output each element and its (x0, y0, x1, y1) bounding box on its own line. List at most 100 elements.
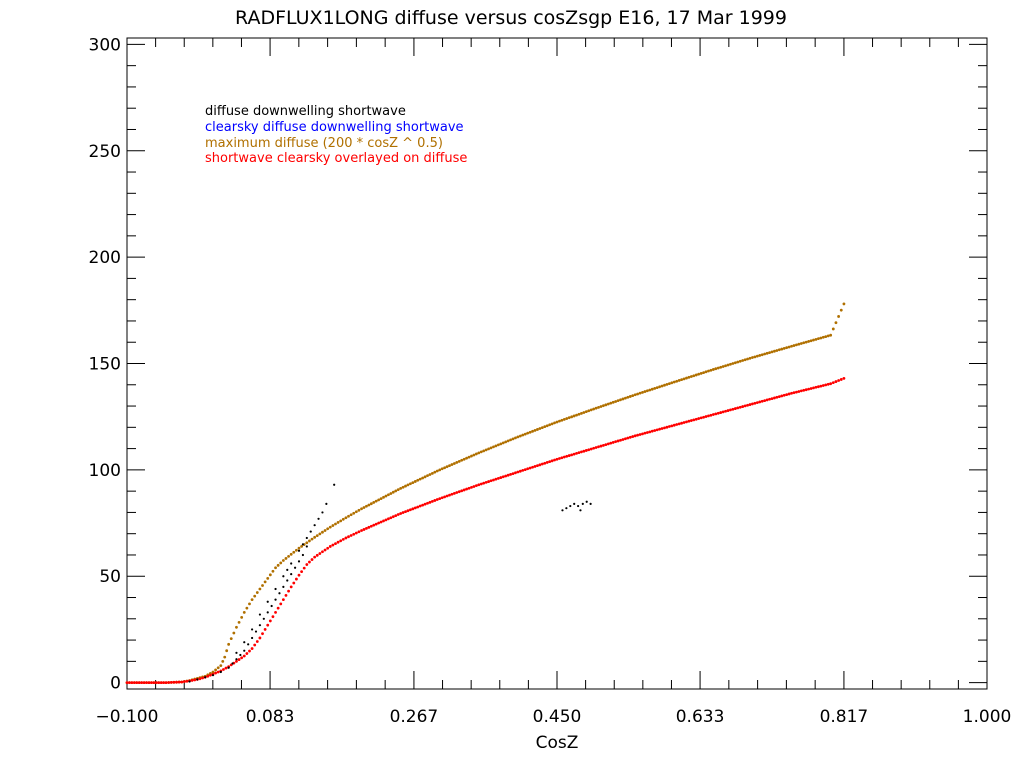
series-3-point (331, 543, 335, 547)
series-2-point (726, 363, 730, 367)
series-3-point (733, 407, 737, 410)
series-3-point (773, 396, 776, 400)
series-2-point (550, 422, 554, 426)
series-3-point (746, 403, 749, 407)
x-tick-label: 0.083 (246, 707, 295, 727)
series-3-point (526, 467, 530, 471)
series-0-point (247, 643, 250, 646)
series-2-point (829, 333, 833, 337)
series-2-point (606, 402, 610, 406)
series-3-point (162, 681, 166, 685)
series-0-point (282, 585, 285, 588)
series-2-point (677, 379, 681, 382)
series-0-point (235, 651, 238, 654)
series-3-point (198, 677, 202, 681)
series-3-point (433, 499, 437, 502)
series-3-point (360, 529, 363, 532)
x-tick-label: −0.100 (96, 707, 159, 727)
series-3-point (660, 427, 664, 430)
series-2-point (482, 449, 486, 453)
series-3-point (707, 414, 710, 418)
series-2-point (821, 335, 825, 339)
y-tick-label: 100 (89, 461, 121, 481)
series-3-point (697, 417, 701, 420)
series-3-point (758, 400, 762, 404)
series-3-point (565, 454, 569, 458)
series-3-point (208, 673, 212, 677)
series-3-point (418, 504, 422, 508)
series-3-point (636, 433, 640, 437)
series-0-point (204, 676, 207, 679)
series-2-point (253, 594, 257, 598)
series-3-point (438, 497, 442, 500)
series-3-point (702, 415, 705, 419)
series-3-point (169, 681, 173, 684)
series-2-point (736, 360, 740, 364)
series-3-point (572, 452, 576, 456)
series-0-point (585, 500, 588, 503)
series-3-point (821, 384, 825, 387)
legend-entry-diffuse: diffuse downwelling shortwave (205, 104, 406, 119)
series-2-point (394, 489, 398, 493)
series-3-point (658, 427, 662, 431)
series-2-point (511, 437, 515, 441)
series-2-point (281, 559, 285, 562)
series-3-point (814, 385, 818, 389)
series-3-point (665, 425, 669, 429)
series-3-point (214, 671, 218, 675)
series-3-point (142, 681, 146, 685)
series-2-point (609, 401, 613, 405)
series-3-point (263, 628, 267, 631)
series-3-point (341, 537, 345, 541)
series-2-point (653, 386, 657, 390)
series-2-point (250, 598, 254, 602)
series-3-point (328, 545, 332, 548)
series-2-point (263, 580, 267, 584)
series-2-point (570, 415, 574, 419)
series-0-point (270, 604, 273, 608)
series-3-point (399, 512, 403, 515)
series-0-point (581, 502, 584, 506)
series-2-point (323, 529, 327, 532)
series-3-point (125, 681, 129, 685)
series-2-point (457, 459, 461, 463)
series-0-point (227, 666, 230, 669)
series-2-point (641, 390, 644, 394)
series-3-point (560, 456, 564, 460)
series-2-point (443, 466, 447, 470)
series-2-point (526, 431, 530, 435)
series-2-point (494, 444, 498, 448)
series-3-point (543, 461, 547, 465)
series-2-point (667, 382, 671, 386)
series-2-point (837, 315, 841, 318)
series-2-point (235, 625, 238, 629)
series-3-point (645, 431, 649, 434)
series-2-point (474, 452, 478, 456)
series-2-point (245, 606, 249, 610)
series-3-point (250, 647, 254, 650)
series-2-point (423, 475, 427, 479)
series-3-point (575, 451, 578, 455)
series-0-point (254, 630, 258, 633)
series-2-point (496, 443, 500, 447)
x-tick-label: 0.267 (390, 707, 439, 727)
series-3-point (760, 399, 764, 403)
series-2-point (814, 337, 818, 341)
series-2-point (467, 455, 471, 459)
series-3-point (152, 681, 156, 685)
series-0-point (262, 617, 265, 620)
series-3-point (406, 509, 410, 513)
series-3-point (310, 558, 314, 561)
series-0-point (243, 641, 246, 644)
series-3-point (369, 524, 373, 528)
x-tick-label: 0.450 (533, 707, 582, 727)
series-2-point (365, 504, 368, 508)
series-2-point (484, 448, 488, 452)
series-2-point (770, 350, 774, 354)
series-0-point (565, 507, 568, 510)
series-3-point (599, 444, 603, 448)
series-2-point (411, 481, 415, 484)
series-3-point (413, 506, 417, 510)
series-3-point (450, 492, 454, 496)
series-3-point (831, 381, 835, 385)
